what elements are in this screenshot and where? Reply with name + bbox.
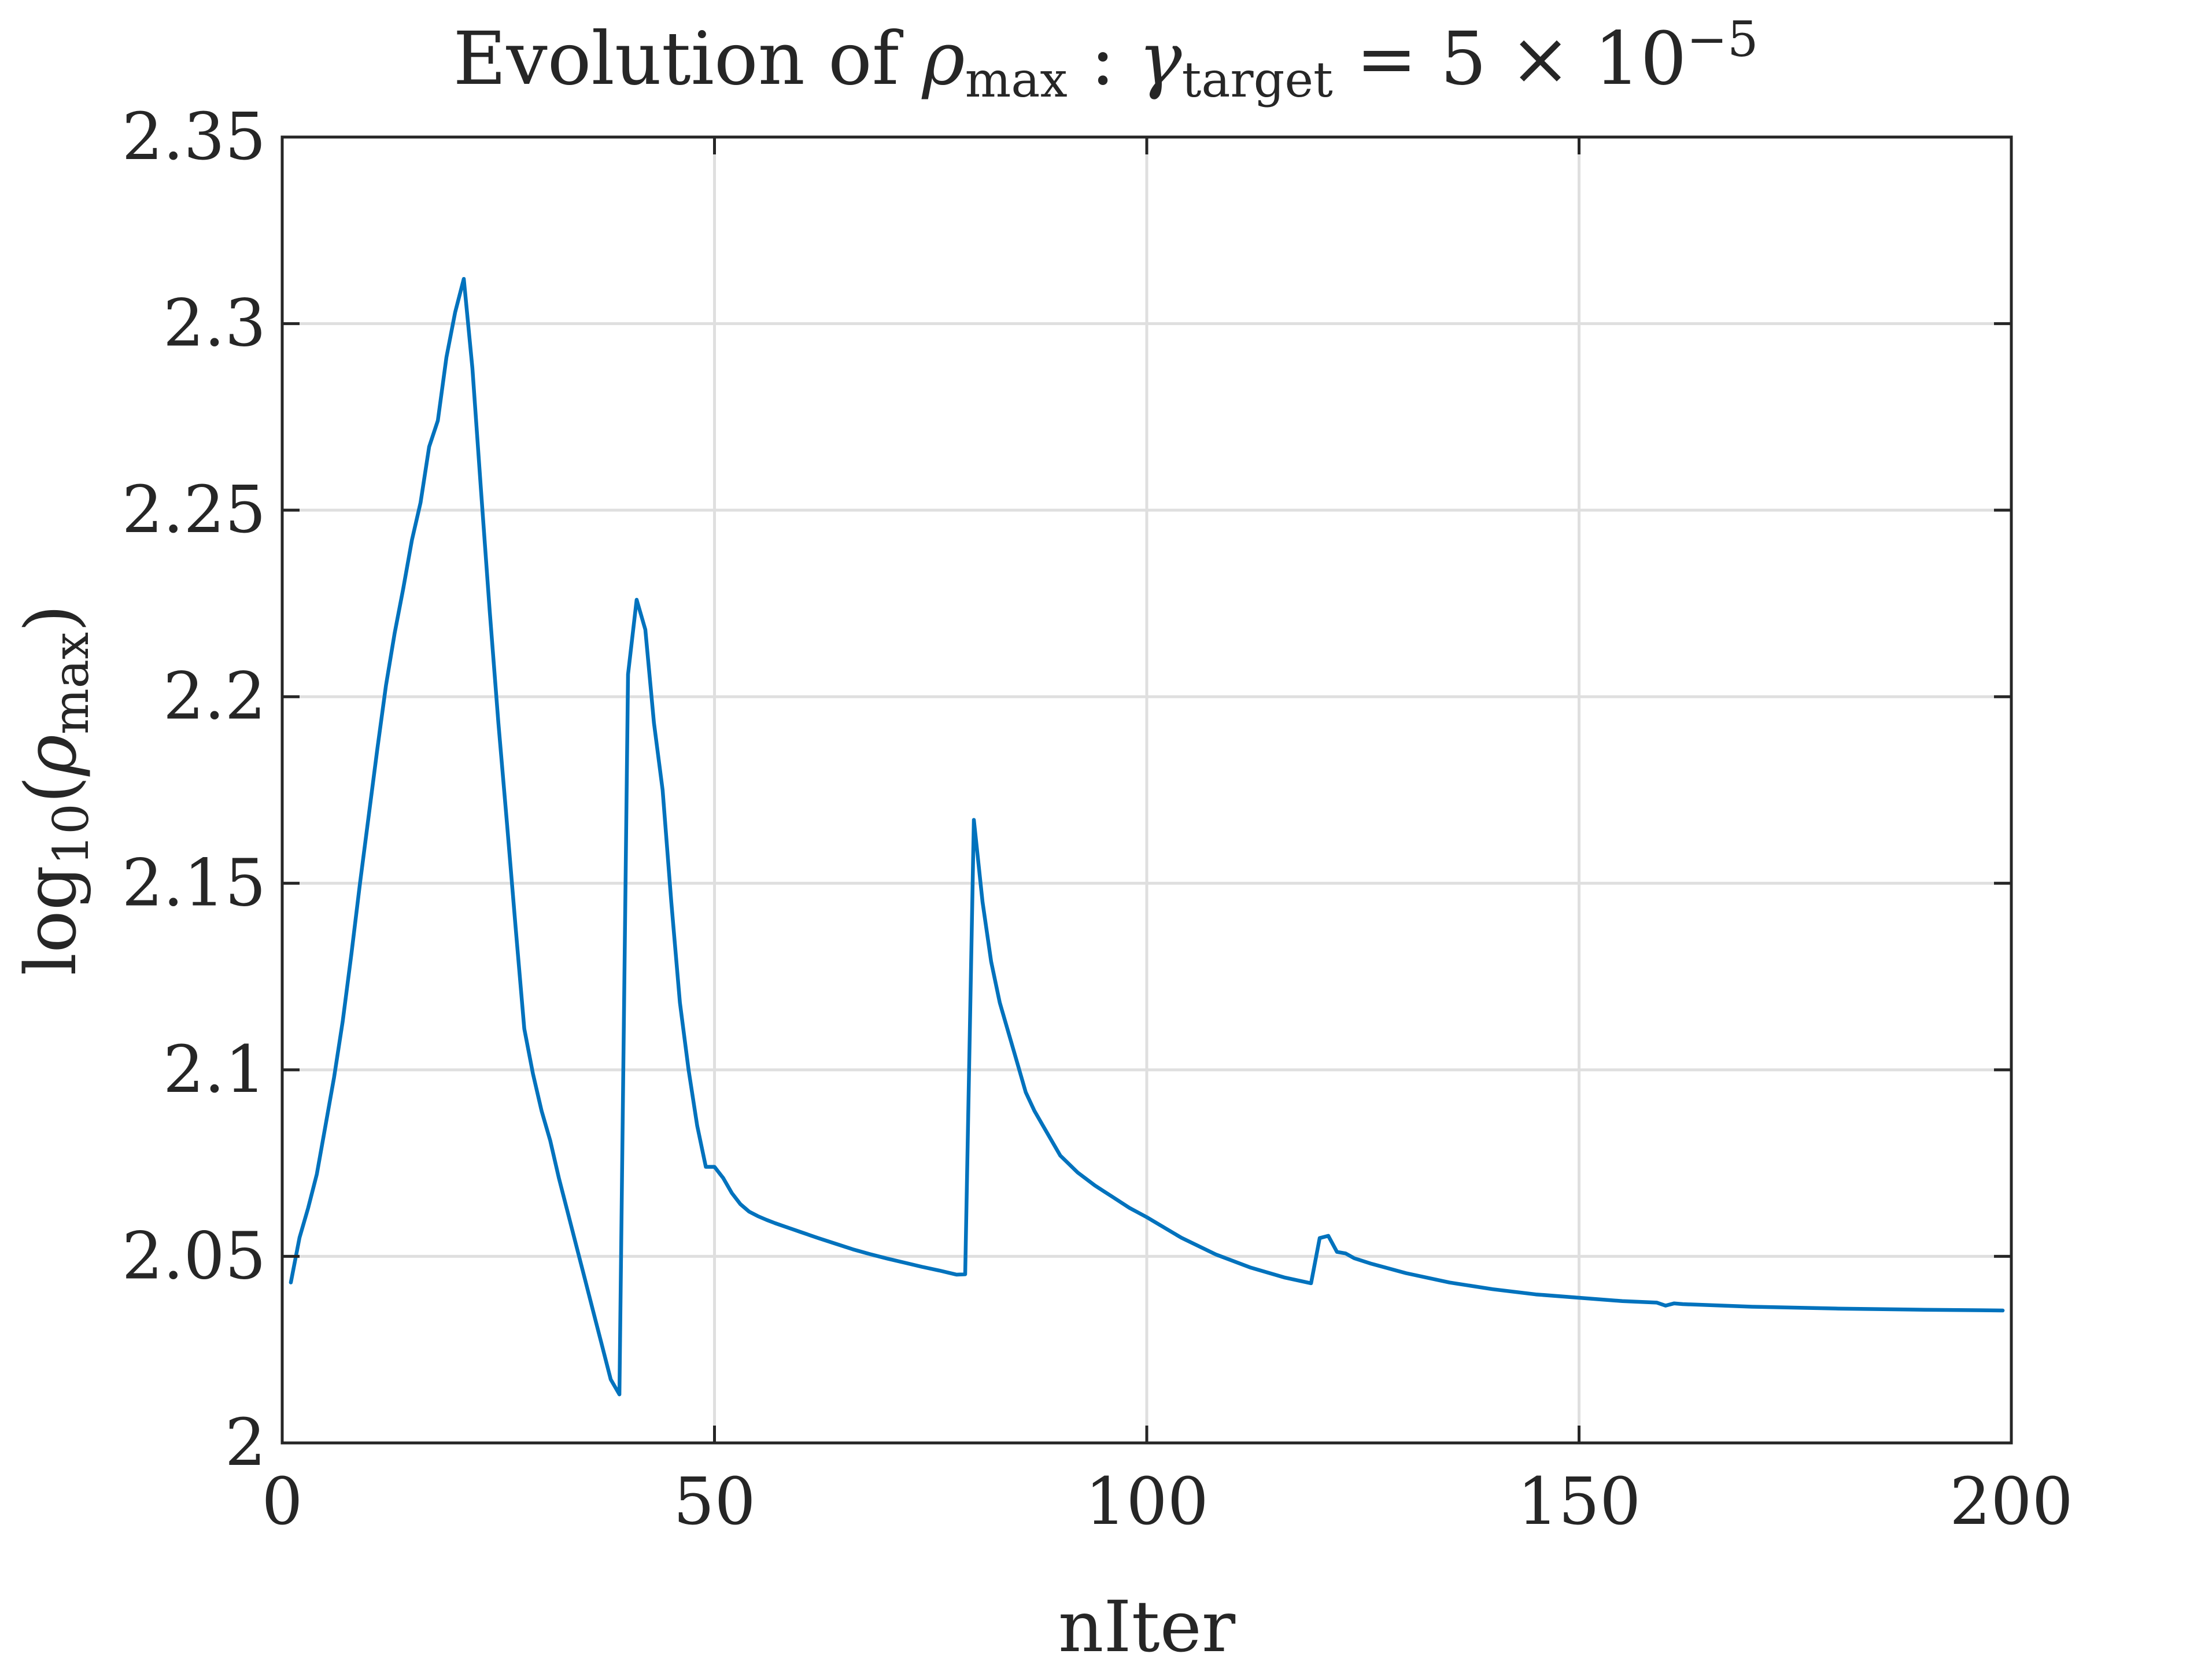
y-tick-label: 2 — [225, 1405, 266, 1481]
series-layer — [289, 276, 2005, 1397]
x-axis-label: nIter — [1058, 1586, 1236, 1665]
y-tick-labels: 2 2.05 2.1 2.15 2.2 2.25 2.3 2.35 — [122, 99, 266, 1481]
y-tick-label: 2.1 — [163, 1032, 266, 1107]
x-tick-label: 100 — [1085, 1464, 1209, 1540]
x-tick-label: 150 — [1517, 1464, 1641, 1540]
y-axis-label: log10(ρmax) — [10, 604, 99, 976]
series-line — [289, 276, 2005, 1397]
x-tick-labels: 0 50 100 150 200 — [261, 1464, 2073, 1540]
y-tick-label: 2.2 — [163, 659, 266, 734]
y-tick-label: 2.05 — [122, 1219, 266, 1294]
chart-title: Evolution of ρmax : γtarget = 5 × 10−5 — [453, 11, 1759, 108]
x-tick-label: 200 — [1949, 1464, 2073, 1540]
y-tick-label: 2.25 — [122, 472, 266, 548]
x-tick-label: 50 — [673, 1464, 756, 1540]
x-tick-label: 0 — [261, 1464, 302, 1540]
y-tick-label: 2.35 — [122, 99, 266, 175]
grid-lines — [282, 137, 2011, 1443]
y-tick-label: 2.3 — [163, 286, 266, 361]
axes-box — [280, 135, 2013, 1445]
y-tick-label: 2.15 — [122, 846, 266, 921]
